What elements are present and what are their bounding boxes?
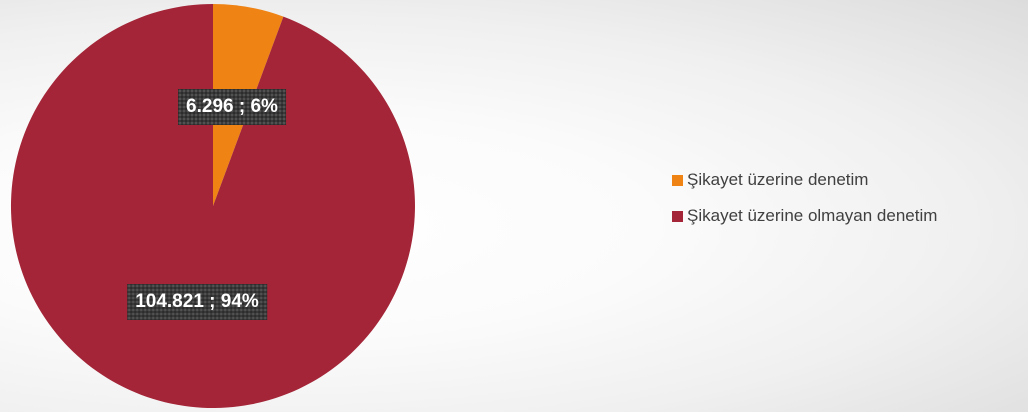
- legend-label: Şikayet üzerine denetim: [687, 170, 869, 189]
- data-label-sikayet-uzerine-denetim: 6.296 ; 6%: [178, 89, 286, 125]
- legend-swatch-orange: [672, 174, 683, 186]
- legend: Şikayet üzerine denetim Şikayet üzerine …: [672, 170, 937, 242]
- pie-slice-sikayet-uzerine-olmayan-denetim: [10, 4, 415, 408]
- legend-label: Şikayet üzerine olmayan denetim: [687, 206, 938, 225]
- legend-item-sikayet-uzerine-olmayan-denetim: Şikayet üzerine olmayan denetim: [672, 206, 937, 226]
- data-label-sikayet-uzerine-olmayan-denetim: 104.821 ; 94%: [127, 284, 267, 320]
- legend-item-sikayet-uzerine-denetim: Şikayet üzerine denetim: [672, 170, 937, 190]
- legend-swatch-red: [672, 210, 683, 222]
